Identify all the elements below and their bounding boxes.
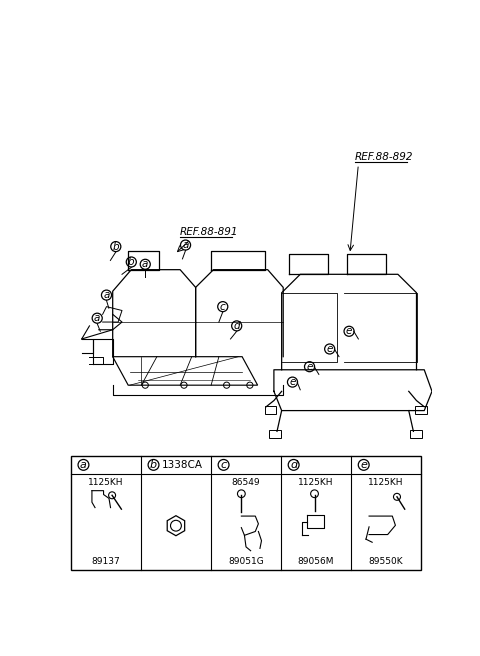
Text: REF.88-891: REF.88-891 [180,228,239,237]
Text: 89137: 89137 [92,557,120,566]
Text: 86549: 86549 [232,478,260,487]
Text: 1125KH: 1125KH [88,478,124,487]
Text: 89051G: 89051G [228,557,264,566]
Text: d: d [233,321,240,331]
Text: c: c [220,460,227,470]
Text: 1125KH: 1125KH [298,478,334,487]
Text: a: a [182,240,189,250]
Text: 1338CA: 1338CA [162,460,203,470]
Text: b: b [128,257,134,267]
Text: c: c [220,302,226,312]
Text: 1125KH: 1125KH [368,478,404,487]
Text: e: e [326,344,333,354]
Text: a: a [142,259,148,270]
Text: a: a [94,313,100,323]
Bar [71,456,421,570]
Text: b: b [150,460,157,470]
Text: a: a [103,290,110,300]
Text: e: e [289,377,296,387]
Text: d: d [290,460,297,470]
Text: 89056M: 89056M [298,557,334,566]
Text: b: b [112,241,119,252]
Text: 89550K: 89550K [369,557,403,566]
Text: a: a [80,460,87,470]
Text: e: e [360,460,367,470]
Text: e: e [346,326,352,337]
Text: e: e [306,361,313,372]
Text: REF.88-892: REF.88-892 [355,152,413,162]
